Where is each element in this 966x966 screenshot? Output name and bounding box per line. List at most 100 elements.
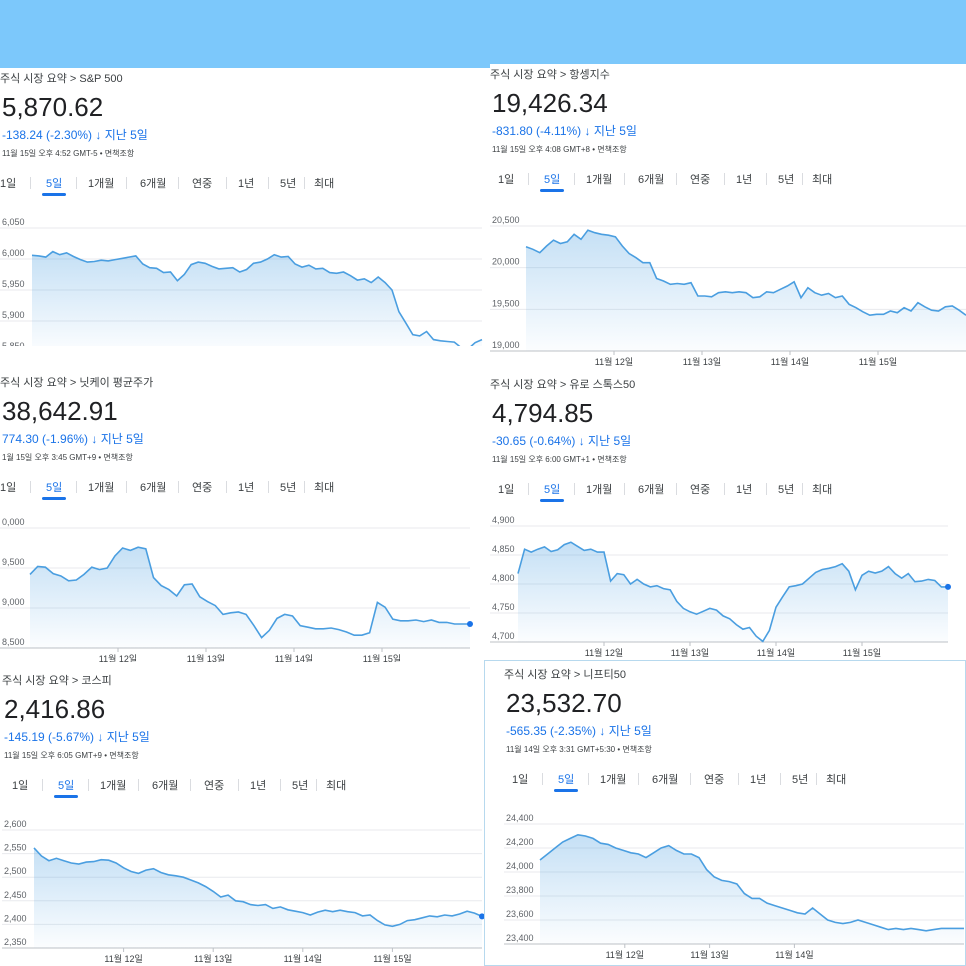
tab-range[interactable]: 6개월	[652, 774, 679, 786]
tab-divider	[268, 481, 269, 493]
series-area	[30, 547, 470, 648]
panel-nikkei: 주식 시장 요약 > 닛케이 평균주가 38,642.91 774.30 (-1…	[0, 372, 484, 662]
tab-range[interactable]: 최대	[826, 774, 847, 786]
timestamp-disclaimer: 11월 15일 오후 4:08 GMT+8 • 면책조항	[492, 145, 627, 154]
tab-divider	[126, 177, 127, 189]
tab-range[interactable]: 6개월	[638, 484, 665, 496]
tab-range[interactable]: 최대	[812, 484, 833, 496]
tab-divider	[280, 779, 281, 791]
panel-hangseng: 주식 시장 요약 > 항셍지수 19,426.34 -831.80 (-4.11…	[490, 64, 966, 374]
tab-range[interactable]: 1개월	[586, 484, 613, 496]
tab-range[interactable]: 1년	[250, 780, 267, 792]
series-area	[526, 230, 966, 351]
y-tick-label: 4,800	[492, 573, 515, 583]
tab-divider	[528, 173, 529, 185]
breadcrumb[interactable]: 주식 시장 요약 > 니프티50	[504, 669, 626, 681]
tab-range[interactable]: 5일	[539, 481, 565, 502]
tab-range[interactable]: 1일	[0, 178, 17, 190]
price-chart: 24,400 24,200 24,000 23,800 23,600 23,400 11월 …	[504, 813, 964, 960]
tab-divider	[30, 481, 31, 493]
tab-range[interactable]: 5일	[41, 479, 67, 500]
change: -138.24 (-2.30%) ↓ 지난 5일	[2, 128, 148, 142]
tab-range[interactable]: 6개월	[140, 178, 167, 190]
tab-range[interactable]: 1일	[498, 484, 515, 496]
y-tick-label: 2,550	[4, 843, 27, 853]
tab-range[interactable]: 최대	[314, 178, 335, 190]
tab-range[interactable]: 연중	[690, 174, 711, 186]
x-tick-label: 11월 12일	[104, 953, 142, 964]
price: 4,794.85	[492, 398, 594, 428]
tab-range[interactable]: 1일	[498, 174, 515, 186]
x-tick-label: 11월 15일	[363, 653, 401, 662]
tab-range[interactable]: 5일	[553, 771, 579, 792]
tab-range[interactable]: 6개월	[152, 780, 179, 792]
breadcrumb[interactable]: 주식 시장 요약 > 유로 스톡스50	[490, 379, 636, 391]
tab-range[interactable]: 5년	[792, 774, 809, 786]
tab-range[interactable]: 1년	[238, 482, 255, 494]
tab-range[interactable]: 1개월	[88, 178, 115, 190]
change: -30.65 (-0.64%) ↓ 지난 5일	[492, 434, 632, 448]
tab-range[interactable]: 1년	[238, 178, 255, 190]
tab-divider	[316, 779, 317, 791]
tab-range[interactable]: 1년	[736, 174, 753, 186]
tab-divider	[42, 779, 43, 791]
tab-divider	[30, 177, 31, 189]
tab-range[interactable]: 1개월	[586, 174, 613, 186]
y-tick-label: 5,850	[2, 341, 25, 346]
tab-range[interactable]: 1개월	[600, 774, 627, 786]
tab-range[interactable]: 1일	[0, 482, 17, 494]
price: 19,426.34	[492, 88, 608, 118]
series-line	[31, 250, 483, 346]
tab-range[interactable]: 1개월	[100, 780, 127, 792]
y-tick-label: 20,500	[492, 215, 520, 225]
tab-range[interactable]: 5년	[280, 482, 297, 494]
x-tick-label: 11월 15일	[373, 953, 411, 964]
tab-divider	[190, 779, 191, 791]
breadcrumb[interactable]: 주식 시장 요약 > 항셍지수	[490, 69, 610, 81]
tab-range[interactable]: 5년	[778, 174, 795, 186]
y-tick-label: 2,450	[4, 890, 27, 900]
x-tick-label: 11월 14일	[275, 653, 313, 662]
tab-range[interactable]: 연중	[204, 780, 225, 792]
tab-range[interactable]: 5일	[41, 175, 67, 196]
timestamp-disclaimer: 11월 15일 오후 6:00 GMT+1 • 면책조항	[492, 455, 627, 464]
tab-range[interactable]: 연중	[192, 482, 213, 494]
price: 23,532.70	[506, 688, 622, 718]
tab-range[interactable]: 1일	[12, 780, 29, 792]
y-tick-label: 8,500	[2, 637, 25, 647]
tab-range[interactable]: 1년	[750, 774, 767, 786]
tab-range[interactable]: 최대	[812, 174, 833, 186]
tab-range[interactable]: 5일	[53, 777, 79, 798]
tab-range[interactable]: 6개월	[638, 174, 665, 186]
x-tick-label: 11월 15일	[859, 356, 897, 367]
x-tick-label: 11월 12일	[99, 653, 137, 662]
series-area	[32, 251, 482, 346]
tab-divider	[724, 173, 725, 185]
breadcrumb[interactable]: 주식 시장 요약 > S&P 500	[0, 73, 123, 85]
breadcrumb[interactable]: 주식 시장 요약 > 닛케이 평균주가	[0, 377, 154, 389]
tab-range[interactable]: 5일	[539, 171, 565, 192]
y-tick-label: 5,950	[2, 279, 25, 289]
tab-divider	[676, 173, 677, 185]
tab-divider	[588, 773, 589, 785]
tab-divider	[638, 773, 639, 785]
tab-range[interactable]: 최대	[314, 482, 335, 494]
tab-range[interactable]: 5년	[280, 178, 297, 190]
tab-divider	[528, 483, 529, 495]
tab-range[interactable]: 6개월	[140, 482, 167, 494]
tab-range[interactable]: 연중	[192, 178, 213, 190]
tab-divider	[76, 481, 77, 493]
tab-range[interactable]: 연중	[704, 774, 725, 786]
tab-range[interactable]: 1년	[736, 484, 753, 496]
tab-divider	[226, 481, 227, 493]
tab-range[interactable]: 5년	[292, 780, 309, 792]
last-point-marker	[945, 583, 951, 590]
tab-range[interactable]: 1일	[512, 774, 529, 786]
tab-divider	[780, 773, 781, 785]
tab-range[interactable]: 연중	[690, 484, 711, 496]
tab-range[interactable]: 최대	[326, 780, 347, 792]
tab-divider	[624, 483, 625, 495]
tab-range[interactable]: 1개월	[88, 482, 115, 494]
tab-range[interactable]: 5년	[778, 484, 795, 496]
breadcrumb[interactable]: 주식 시장 요약 > 코스피	[2, 675, 112, 687]
